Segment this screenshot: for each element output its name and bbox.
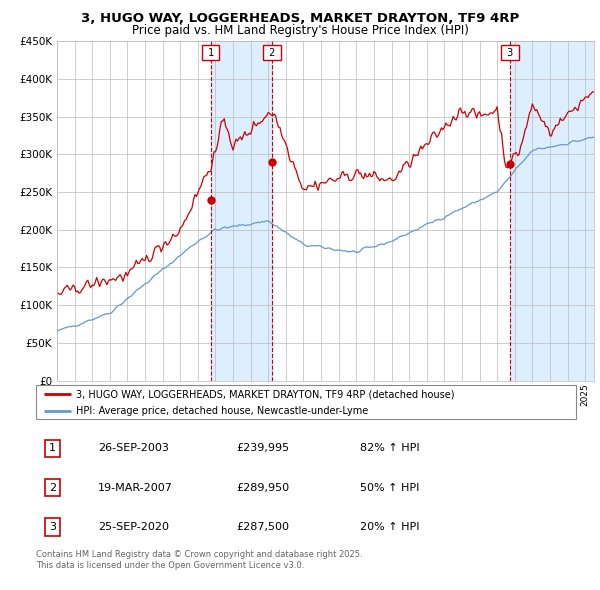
Text: 50% ↑ HPI: 50% ↑ HPI bbox=[360, 483, 419, 493]
Text: 2: 2 bbox=[49, 483, 56, 493]
Bar bbox=[211, 41, 272, 381]
Text: £289,950: £289,950 bbox=[236, 483, 289, 493]
Text: 26-SEP-2003: 26-SEP-2003 bbox=[98, 444, 169, 454]
Text: Contains HM Land Registry data © Crown copyright and database right 2025.: Contains HM Land Registry data © Crown c… bbox=[36, 550, 362, 559]
Text: 3: 3 bbox=[49, 522, 56, 532]
FancyBboxPatch shape bbox=[36, 385, 576, 419]
Text: 1: 1 bbox=[49, 444, 56, 454]
Text: £287,500: £287,500 bbox=[236, 522, 289, 532]
Text: HPI: Average price, detached house, Newcastle-under-Lyme: HPI: Average price, detached house, Newc… bbox=[77, 407, 369, 417]
Text: 19-MAR-2007: 19-MAR-2007 bbox=[98, 483, 173, 493]
Bar bbox=[510, 41, 594, 381]
Text: Price paid vs. HM Land Registry's House Price Index (HPI): Price paid vs. HM Land Registry's House … bbox=[131, 24, 469, 37]
Text: £239,995: £239,995 bbox=[236, 444, 289, 454]
Text: 2: 2 bbox=[266, 48, 278, 58]
Text: 82% ↑ HPI: 82% ↑ HPI bbox=[360, 444, 419, 454]
Text: This data is licensed under the Open Government Licence v3.0.: This data is licensed under the Open Gov… bbox=[36, 560, 304, 569]
Text: 3: 3 bbox=[504, 48, 516, 58]
Text: 20% ↑ HPI: 20% ↑ HPI bbox=[360, 522, 419, 532]
Text: 3, HUGO WAY, LOGGERHEADS, MARKET DRAYTON, TF9 4RP (detached house): 3, HUGO WAY, LOGGERHEADS, MARKET DRAYTON… bbox=[77, 389, 455, 399]
Text: 3, HUGO WAY, LOGGERHEADS, MARKET DRAYTON, TF9 4RP: 3, HUGO WAY, LOGGERHEADS, MARKET DRAYTON… bbox=[81, 12, 519, 25]
Text: 25-SEP-2020: 25-SEP-2020 bbox=[98, 522, 169, 532]
Text: 1: 1 bbox=[205, 48, 217, 58]
